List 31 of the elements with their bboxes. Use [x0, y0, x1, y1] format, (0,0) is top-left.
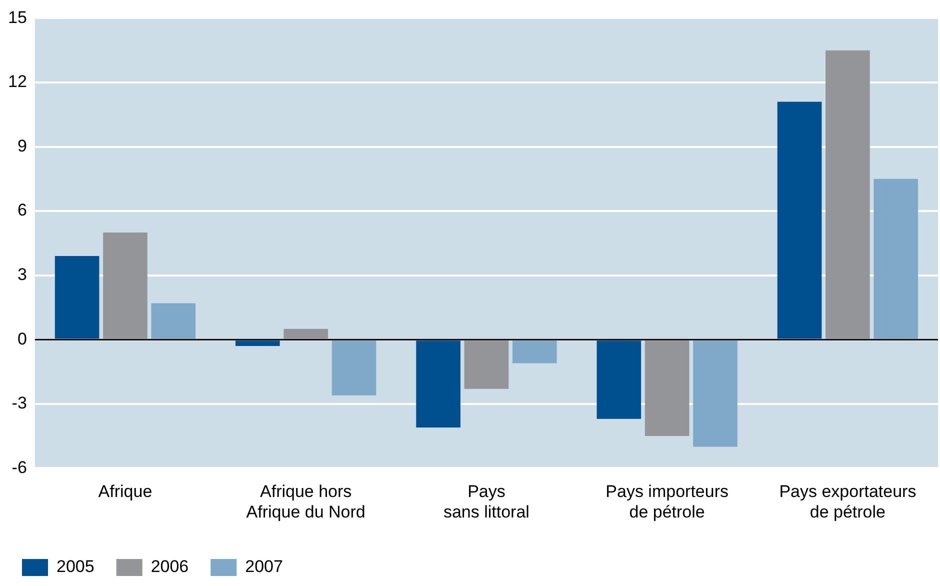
x-tick-label: Pays exportateurs de pétrole — [779, 482, 916, 522]
x-tick-label: Pays sans littoral — [443, 482, 530, 522]
bar — [644, 340, 690, 436]
bar — [284, 328, 328, 339]
legend-label: 2006 — [150, 557, 189, 576]
bar — [826, 50, 870, 339]
bar — [874, 178, 918, 339]
bar — [332, 340, 376, 396]
y-tick-label: 12 — [8, 72, 27, 92]
y-tick-label: 0 — [17, 329, 27, 348]
x-tick-label: Afrique — [98, 482, 152, 502]
x-tick-label: Pays importeurs de pétrole — [606, 482, 728, 522]
bar — [103, 232, 148, 339]
y-tick-label: -6 — [12, 458, 27, 477]
y-tick-label: 3 — [17, 265, 27, 284]
bar — [693, 340, 738, 447]
bar — [236, 340, 280, 346]
legend-label: 2007 — [245, 557, 283, 576]
y-tick-label: 6 — [17, 200, 27, 220]
y-tick-label: 9 — [17, 136, 27, 156]
y-tick-label: 15 — [8, 8, 27, 27]
bar — [416, 340, 460, 428]
x-tick-label: Afrique hors Afrique du Nord — [246, 482, 366, 522]
legend-label: 2005 — [56, 557, 94, 576]
bar — [512, 340, 557, 364]
bar — [777, 102, 822, 339]
bar — [54, 256, 100, 339]
bar — [464, 340, 509, 389]
bar — [596, 340, 642, 419]
y-tick-label: -3 — [12, 394, 27, 413]
bar — [151, 303, 196, 339]
